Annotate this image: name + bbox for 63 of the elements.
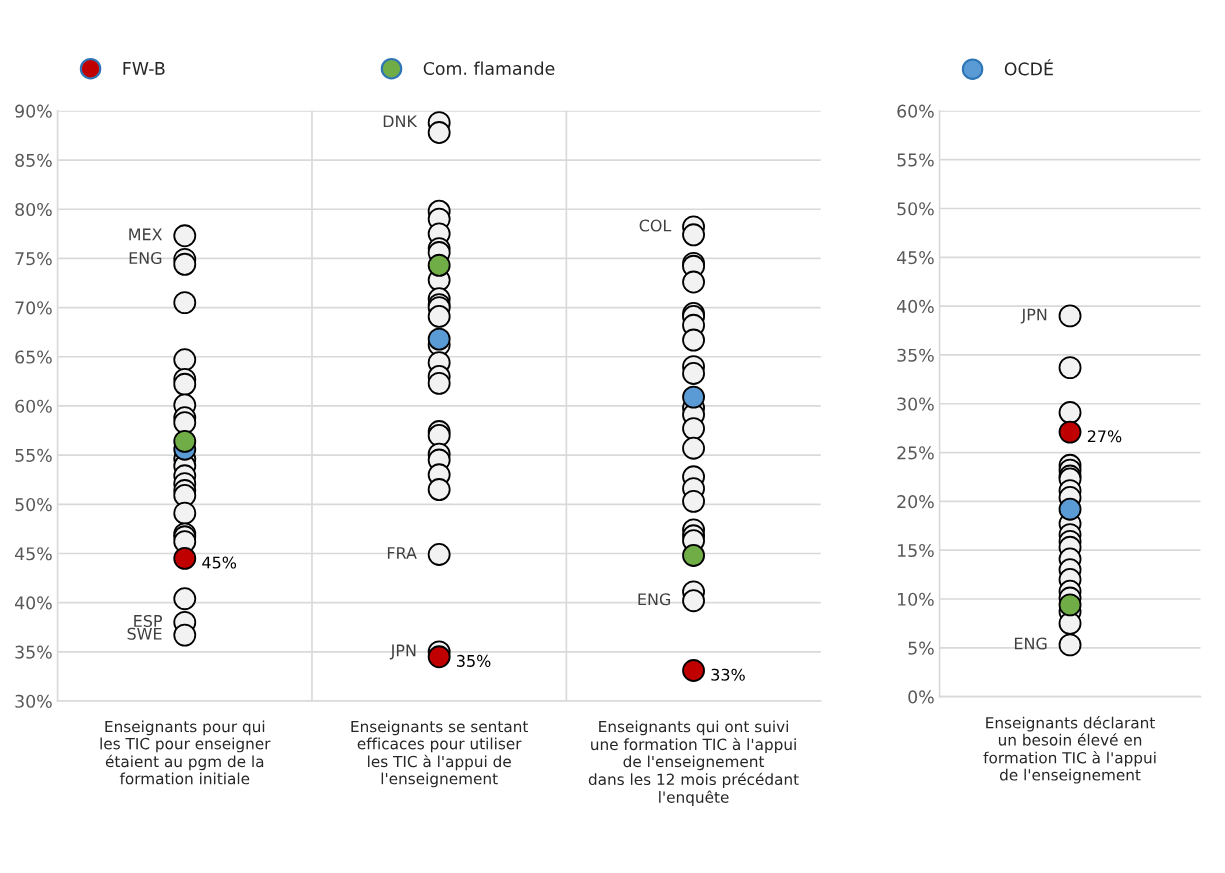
y-tick-label: 35% xyxy=(15,645,52,659)
y-tick-label: 45% xyxy=(896,251,934,265)
y-tick-label: 80% xyxy=(15,202,52,217)
point xyxy=(682,544,705,567)
x-tick-label: Enseignants pour qui les TIC pour enseigner étaient au pgm de la formation initiale xyxy=(100,720,271,785)
annotation: JPN xyxy=(389,644,416,660)
y-tick-label: 85% xyxy=(15,153,52,167)
annotation: ENG xyxy=(1014,637,1047,650)
point xyxy=(1058,497,1082,521)
y-tick-label: 75% xyxy=(15,252,52,266)
annotation: ESP xyxy=(134,614,162,627)
point xyxy=(173,546,197,570)
annotation: COL xyxy=(639,219,672,232)
annotation: ENG xyxy=(638,593,671,606)
data-label: 35% xyxy=(457,654,491,667)
y-tick-label: 5% xyxy=(908,641,934,655)
y-tick-label: 40% xyxy=(14,596,52,610)
data-label: 27% xyxy=(1087,430,1122,443)
annotation: SWE xyxy=(127,627,162,640)
y-tick-label: 10% xyxy=(898,592,934,606)
y-tick-label: 45% xyxy=(14,547,52,561)
y-tick-label: 60% xyxy=(15,399,52,413)
legend-label: Com. flamande xyxy=(423,61,555,76)
data-label: 33% xyxy=(711,668,745,681)
y-tick-label: 30% xyxy=(897,397,934,411)
point xyxy=(1058,401,1082,424)
y-tick-label: 50% xyxy=(15,498,52,512)
data-label: 45% xyxy=(202,556,237,569)
y-tick-label: 50% xyxy=(897,202,934,216)
point xyxy=(1058,633,1082,657)
x-tick-label: Enseignants déclarant un besoin élevé en formation TIC à l'appui de l'enseignement xyxy=(983,716,1156,784)
y-tick-label: 35% xyxy=(897,348,934,362)
annotation: MEX xyxy=(129,228,163,241)
point xyxy=(173,429,197,453)
legend-label: FW-B xyxy=(123,62,165,75)
y-tick-label: 40% xyxy=(896,299,934,313)
point xyxy=(1058,356,1082,380)
point xyxy=(1058,593,1082,617)
annotation: ENG xyxy=(129,251,162,265)
y-tick-label: 15% xyxy=(898,543,934,558)
y-tick-label: 65% xyxy=(15,350,52,364)
y-tick-label: 55% xyxy=(897,153,934,167)
point xyxy=(1058,304,1082,328)
point xyxy=(1058,420,1082,444)
y-tick-label: 55% xyxy=(15,448,52,462)
y-tick-label: 30% xyxy=(15,694,52,708)
x-tick-label: Enseignants se sentant efficaces pour utiliser les TIC à l'appui de l'enseignement xyxy=(351,720,529,788)
point xyxy=(682,385,705,409)
y-tick-label: 60% xyxy=(897,104,934,118)
annotation: JPN xyxy=(1020,308,1047,324)
point xyxy=(427,253,451,277)
point xyxy=(427,645,451,669)
y-tick-label: 25% xyxy=(897,446,934,460)
point xyxy=(427,327,451,351)
y-tick-label: 20% xyxy=(897,495,934,509)
legend-label: OCDÉ xyxy=(1004,59,1053,76)
y-tick-label: 90% xyxy=(15,104,52,118)
annotation: DNK xyxy=(383,115,418,128)
point xyxy=(682,659,705,682)
y-tick-label: 70% xyxy=(15,301,52,315)
x-tick-label: Enseignants qui ont suivi une formation TIC à l'appui de l'enseignement dans les 12 mois précédant l'enquête xyxy=(588,720,799,806)
y-tick-label: 0% xyxy=(908,690,934,704)
annotation: FRA xyxy=(387,547,417,559)
